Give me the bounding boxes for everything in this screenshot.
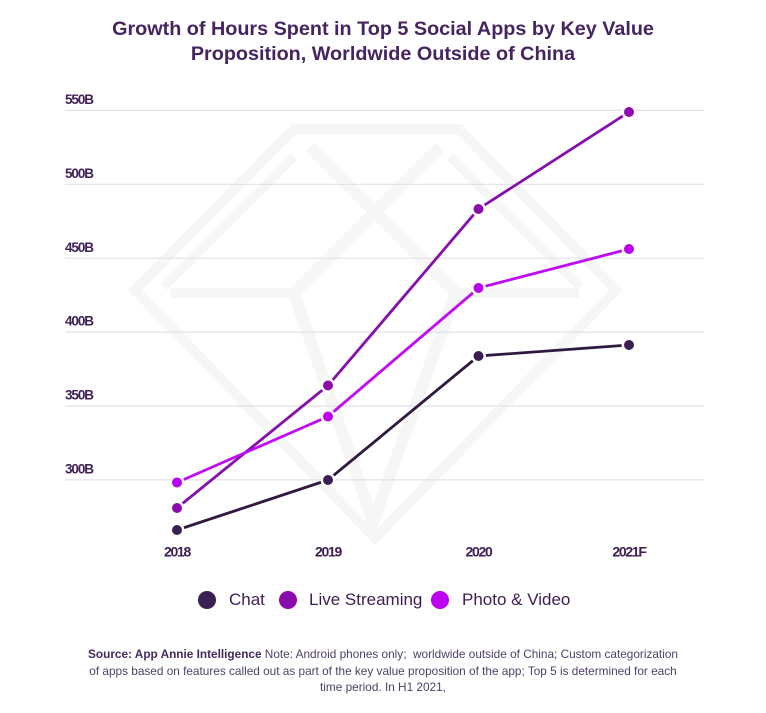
svg-text:300B: 300B: [65, 462, 94, 477]
svg-text:400B: 400B: [65, 314, 94, 329]
svg-text:500B: 500B: [65, 166, 94, 181]
svg-text:2019: 2019: [315, 544, 342, 560]
svg-text:350B: 350B: [65, 388, 94, 403]
svg-text:550B: 550B: [65, 92, 94, 107]
svg-text:450B: 450B: [65, 240, 94, 255]
svg-text:2021F: 2021F: [612, 544, 647, 560]
svg-text:2020: 2020: [466, 544, 493, 560]
svg-text:2018: 2018: [164, 544, 191, 560]
